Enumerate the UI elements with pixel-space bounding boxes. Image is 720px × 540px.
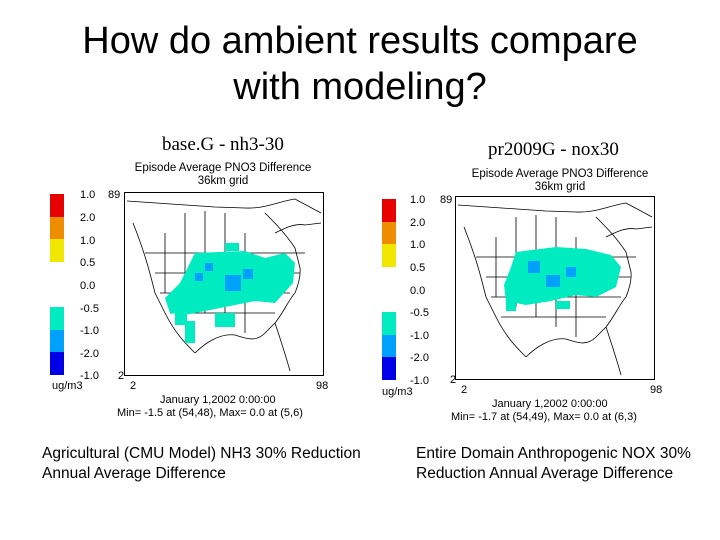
left-subtitle-line2: 36km grid <box>197 175 249 187</box>
right-panel-title: pr2009G - nox30 <box>488 139 619 160</box>
legend-label: -2.0 <box>80 348 99 360</box>
legend-label: 0.5 <box>80 257 96 269</box>
right-subtitle-line1: Episode Average PNO3 Difference <box>471 168 649 180</box>
legend-label: 0.0 <box>80 280 96 292</box>
legend-label: 0.0 <box>410 285 426 297</box>
legend-label: 1.0 <box>80 189 96 201</box>
legend-label: -1.0 <box>410 375 429 387</box>
legend-swatch <box>382 199 396 222</box>
x-max-tick: 98 <box>650 384 663 396</box>
left-subtitle-line1: Episode Average PNO3 Difference <box>134 162 312 174</box>
legend-swatch <box>50 306 64 330</box>
legend-label: 1.0 <box>410 194 426 206</box>
legend-label: 2.0 <box>410 217 426 229</box>
right-color-legend <box>382 199 396 380</box>
y-min-tick: 2 <box>450 374 457 386</box>
legend-label: 0.5 <box>410 262 426 274</box>
map-cells-strong <box>528 261 576 287</box>
legend-swatch <box>382 266 396 290</box>
legend-swatch <box>382 221 396 245</box>
legend-label: 2.0 <box>80 212 96 224</box>
legend-label: -0.5 <box>410 307 429 319</box>
legend-label: 1.0 <box>80 235 96 247</box>
left-color-legend <box>50 194 64 375</box>
y-max-tick: 89 <box>440 194 453 206</box>
map-cells-strong <box>195 263 253 291</box>
left-date: January 1,2002 0:00:00 <box>160 394 276 406</box>
slide-title: How do ambient results compare with mode… <box>0 18 720 110</box>
legend-swatch <box>50 261 64 285</box>
legend-swatch <box>382 357 396 380</box>
y-max-tick: 89 <box>108 189 121 201</box>
legend-label: -0.5 <box>80 303 99 315</box>
right-panel-subtitle: Episode Average PNO3 Difference 36km gri… <box>455 168 665 194</box>
legend-unit: ug/m3 <box>382 386 413 398</box>
right-minmax: Min= -1.7 at (54,49), Max= 0.0 at (6,3) <box>451 411 637 423</box>
map-cells <box>504 247 621 311</box>
x-min-tick: 2 <box>461 384 468 396</box>
right-date: January 1,2002 0:00:00 <box>492 398 608 410</box>
legend-label: -1.0 <box>80 325 99 337</box>
legend-swatch <box>382 289 396 312</box>
legend-swatch <box>50 239 64 262</box>
legend-label: -1.0 <box>410 330 429 342</box>
left-minmax: Min= -1.5 at (54,48), Max= 0.0 at (5,6) <box>117 407 303 419</box>
left-panel-title: base.G - nh3-30 <box>162 134 284 155</box>
legend-label: -2.0 <box>410 352 429 364</box>
left-difference-map <box>124 192 324 376</box>
legend-swatch <box>50 284 64 307</box>
right-caption: Entire Domain Anthropogenic NOX 30% Redu… <box>416 445 691 482</box>
legend-swatch <box>50 329 64 353</box>
legend-unit: ug/m3 <box>52 380 83 392</box>
legend-swatch <box>382 244 396 267</box>
map-cells <box>165 243 295 343</box>
legend-label: -1.0 <box>80 370 99 382</box>
left-panel-subtitle: Episode Average PNO3 Difference 36km gri… <box>118 162 328 188</box>
left-caption: Agricultural (CMU Model) NH3 30% Reducti… <box>42 445 361 482</box>
slide-title-line1: How do ambient results compare <box>82 20 638 62</box>
legend-swatch <box>382 334 396 358</box>
right-subtitle-line2: 36km grid <box>534 181 586 193</box>
x-min-tick: 2 <box>130 380 137 392</box>
right-difference-map <box>455 196 655 380</box>
slide-title-line2: with modeling? <box>233 66 487 108</box>
legend-swatch <box>50 194 64 217</box>
y-min-tick: 2 <box>118 370 125 382</box>
legend-swatch <box>50 216 64 240</box>
x-max-tick: 98 <box>316 380 329 392</box>
legend-swatch <box>382 311 396 335</box>
legend-label: 1.0 <box>410 239 426 251</box>
legend-swatch <box>50 352 64 375</box>
